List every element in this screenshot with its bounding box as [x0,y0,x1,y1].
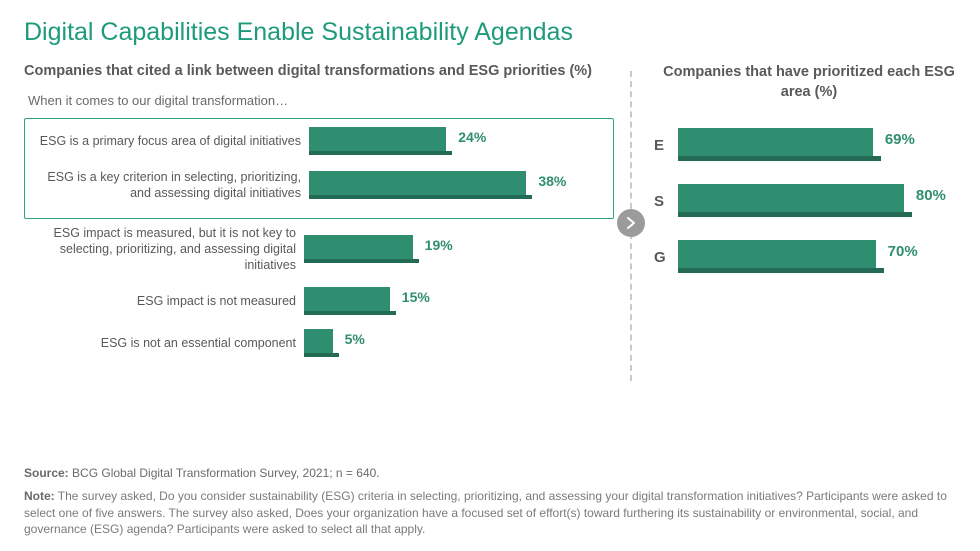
footer: Source: BCG Global Digital Transformatio… [24,466,956,537]
bar-label: ESG impact is not measured [24,293,304,309]
bar-label: ESG is not an essential component [24,335,304,351]
bar-track: 69% [678,128,964,162]
bar-value: 19% [425,237,453,253]
left-chart: Companies that cited a link between digi… [24,63,614,371]
bar-fill [304,329,333,353]
bar-label: S [654,193,678,210]
bar-value: 70% [888,243,918,260]
bar-row: S 80% [654,184,964,218]
charts-row: Companies that cited a link between digi… [24,63,956,371]
highlight-box: ESG is a primary focus area of digital i… [24,118,614,219]
page-title: Digital Capabilities Enable Sustainabili… [24,18,956,47]
bar-row: G 70% [654,240,964,274]
bar-value: 80% [916,187,946,204]
bar-track: 5% [304,329,614,357]
bar-fill [678,240,876,268]
bar-row: ESG is a primary focus area of digital i… [29,127,609,155]
bar-label: ESG is a key criterion in selecting, pri… [29,169,309,202]
bar-row: ESG impact is not measured 15% [24,287,614,315]
bar-row: ESG is a key criterion in selecting, pri… [29,169,609,202]
bar-fill [678,128,873,156]
bar-track: 24% [309,127,609,155]
bar-fill [309,127,446,151]
bar-value: 69% [885,131,915,148]
bar-label: E [654,137,678,154]
bar-track: 38% [309,171,609,199]
right-chart-bars: E 69% S 80% G 70% [654,128,964,274]
bar-row: ESG impact is measured, but it is not ke… [24,225,614,274]
bar-row: E 69% [654,128,964,162]
bar-shadow [304,259,419,263]
left-chart-subtitle: Companies that cited a link between digi… [24,63,614,79]
bar-shadow [678,156,881,161]
note-line: Note: The survey asked, Do you consider … [24,488,956,537]
source-text: BCG Global Digital Transformation Survey… [69,466,380,480]
source-label: Source: [24,466,69,480]
bar-value: 38% [538,173,566,189]
bar-value: 24% [458,129,486,145]
arrow-icon [617,209,645,237]
bar-shadow [304,311,396,315]
note-label: Note: [24,489,55,503]
bar-shadow [678,268,884,273]
left-chart-bars: ESG is a primary focus area of digital i… [24,118,614,357]
bar-track: 15% [304,287,614,315]
bar-value: 15% [402,289,430,305]
bar-track: 19% [304,235,614,263]
left-chart-intro: When it comes to our digital transformat… [24,93,614,108]
bar-fill [309,171,526,195]
bar-label: ESG impact is measured, but it is not ke… [24,225,304,274]
bar-track: 80% [678,184,964,218]
bar-shadow [304,353,339,357]
bar-value: 5% [345,331,365,347]
bar-label: G [654,249,678,266]
source-line: Source: BCG Global Digital Transformatio… [24,466,956,480]
right-chart: Companies that have prioritized each ESG… [654,63,964,296]
bar-shadow [309,195,532,199]
bar-row: ESG is not an essential component 5% [24,329,614,357]
note-text: The survey asked, Do you consider sustai… [24,489,947,535]
bar-label: ESG is a primary focus area of digital i… [29,133,309,149]
bar-fill [678,184,904,212]
right-chart-subtitle: Companies that have prioritized each ESG… [654,63,964,102]
bar-shadow [309,151,452,155]
bar-fill [304,287,390,311]
bar-track: 70% [678,240,964,274]
bar-fill [304,235,413,259]
bar-shadow [678,212,912,217]
